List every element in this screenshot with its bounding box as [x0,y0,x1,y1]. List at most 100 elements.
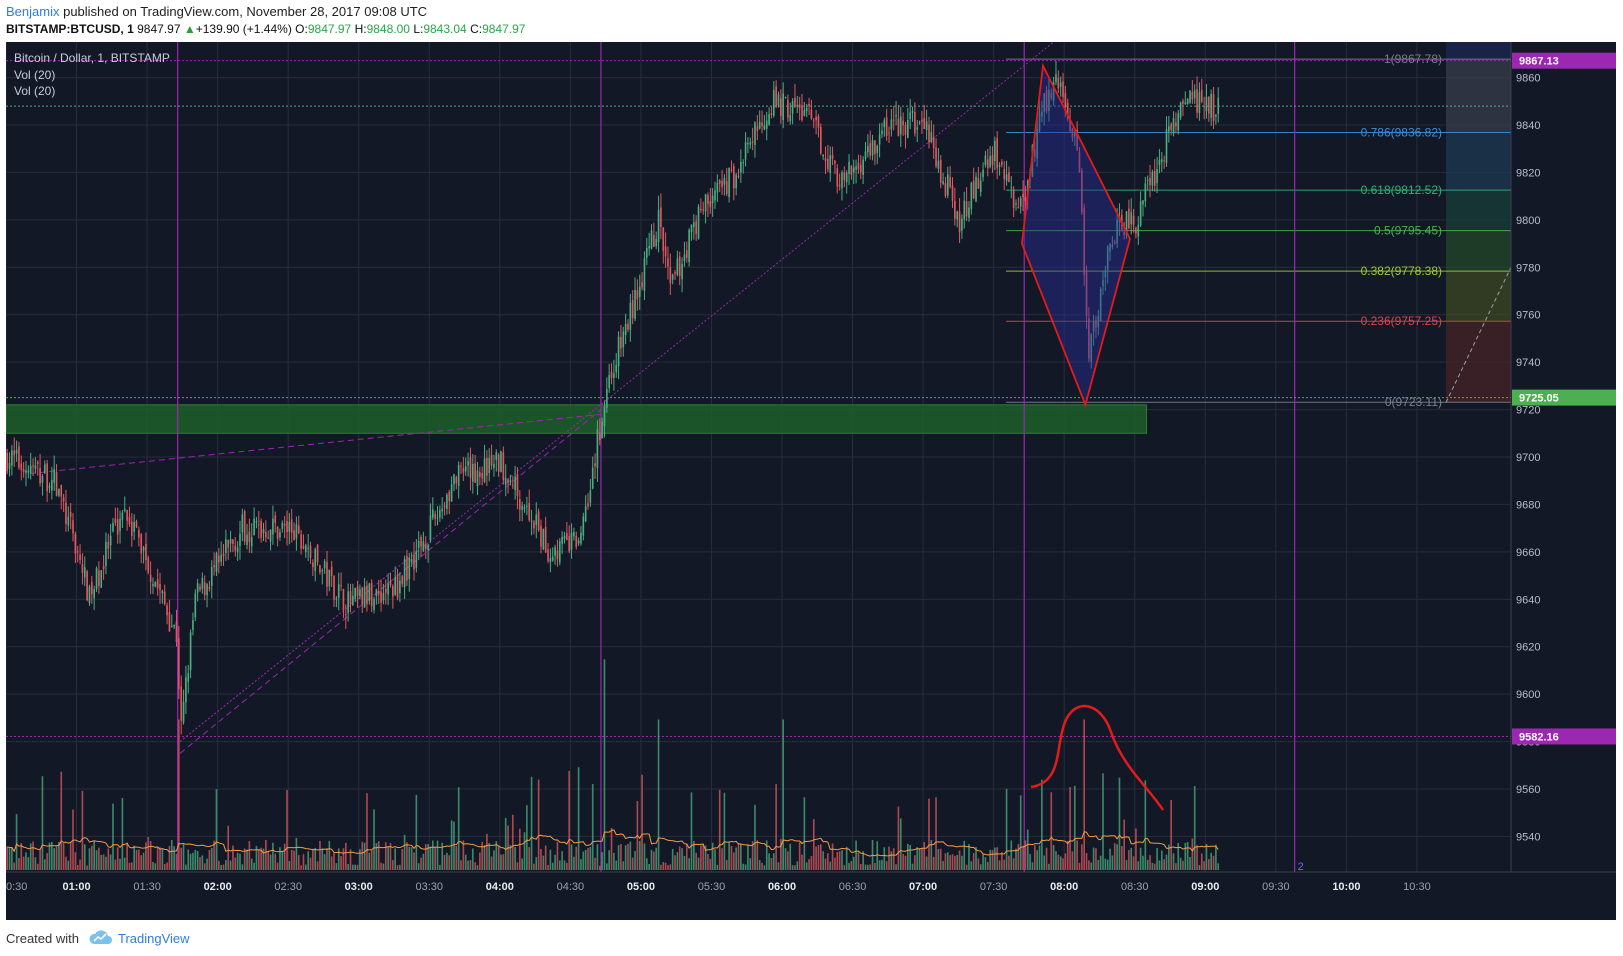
candle-body [1064,93,1067,107]
candle-body [410,559,413,563]
candle-body [850,165,853,175]
volume-bar [784,848,787,870]
price-axis-tick: 9740 [1516,357,1540,369]
volume-bar [51,841,53,870]
candle-body [754,122,756,145]
candle-body [384,588,387,593]
candle-body [203,582,206,595]
volume-bar [286,790,288,870]
volume-bar [206,858,208,870]
candle-body [107,541,110,549]
volume-bar [683,855,686,870]
candle-body [495,452,498,460]
volume-bar [744,864,747,870]
tradingview-brand[interactable]: TradingView [118,931,190,946]
price-axis-tick: 9600 [1516,689,1540,701]
volume-bar [476,865,479,870]
candle-body [309,545,312,558]
candle-body [761,122,763,127]
price-chart-svg[interactable]: 1(9867.78) 0.786(9836.82) 0.618(9812.52) 0.… [5,36,1616,920]
candle-body [1092,321,1095,332]
volume-bar [60,771,63,870]
volume-bar [885,861,888,870]
volume-bar [403,834,406,870]
volume-bar [829,861,832,870]
time-axis-tick: 05:30 [698,881,726,893]
candle-body [535,514,538,526]
candle-body [1142,200,1144,205]
volume-bar [822,851,824,870]
candle-body [380,591,382,603]
volume-bar [486,833,488,870]
volume-bar [509,845,512,870]
volume-bar [370,849,373,870]
candle-body [693,222,695,228]
volume-bar [69,842,72,870]
candle-body [1010,186,1013,188]
volume-bar [420,857,422,870]
volume-bar [883,847,886,870]
candle-body [589,490,592,503]
candle-body [286,521,288,533]
volume-bar [441,842,444,870]
candle-body [497,454,500,472]
candle-body [67,516,70,526]
candle-body [1062,81,1064,97]
volume-bar [622,861,625,870]
volume-bar [203,863,206,870]
candle-body [1177,113,1180,131]
volume-bar [1160,850,1163,870]
volume-bar [119,858,121,870]
volume-bar [135,849,138,870]
fib-level-label: 0.236(9757.25) [1361,314,1442,328]
candle-body [415,550,418,568]
candle-body [704,194,707,212]
volume-bar [396,865,399,870]
volume-bar [664,862,667,870]
volume-bar [1198,865,1201,870]
volume-bar [587,847,589,870]
candle-body [326,562,328,587]
volume-bar [196,850,199,870]
volume-bar [667,865,669,870]
volume-bar [46,853,48,870]
candle-body [175,621,178,642]
volume-bar [481,841,484,870]
volume-bar [963,840,966,870]
candle-body [744,142,747,160]
candle-body [758,121,761,129]
tradingview-cloud-icon[interactable] [88,928,114,946]
fib-zone [1446,190,1511,231]
candle-body [460,465,462,467]
candle-body [389,581,392,586]
open-value: 9847.97 [307,22,352,36]
candle-body [1001,161,1003,165]
candle-body [1130,212,1133,225]
author-link[interactable]: Benjamix [6,4,60,19]
volume-bar [768,853,770,870]
candle-body [1196,89,1198,113]
candle-body [942,181,944,184]
volume-bar [333,853,335,870]
candle-body [319,565,321,573]
volume-bar [511,814,514,870]
volume-bar [307,851,309,870]
candle-body [1210,93,1212,118]
fib-trend-line [1445,267,1512,403]
volume-bar [246,849,248,870]
candle-body [46,463,48,492]
candle-body [58,488,60,496]
volume-bar [123,857,126,870]
candle-body [274,515,277,523]
volume-bar [817,844,820,870]
candle-body [587,503,589,507]
volume-bar [812,819,815,870]
volume-bar [1043,855,1046,870]
ohlc-line: BITSTAMP:BTCUSD, 1 9847.97 ▲+139.90 (+1.… [6,22,525,36]
chart-area[interactable]: 1(9867.78) 0.786(9836.82) 0.618(9812.52) 0.… [5,36,1616,920]
volume-bar [128,862,131,870]
volume-bar [248,841,251,870]
candle-body [805,108,808,112]
price-axis-tick: 9700 [1516,452,1540,464]
candle-body [1033,149,1036,157]
